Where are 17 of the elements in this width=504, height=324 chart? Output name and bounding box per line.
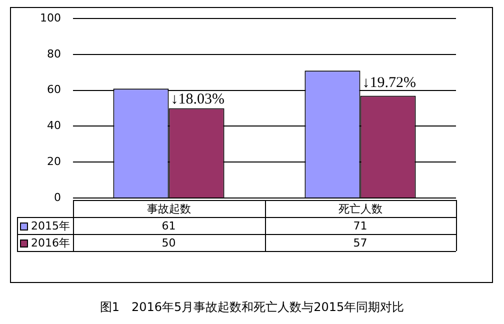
text: 图1 2016年5月事故起数和死亡人数与2015年同期对比 [100, 300, 404, 314]
data-label: 71 [353, 219, 368, 232]
x-tick-label: 死亡人数 [338, 202, 382, 216]
y-tick-label: 60 [47, 83, 61, 96]
annotation: ↓18.03% [170, 91, 224, 108]
legend-label: 2015年 [31, 219, 70, 232]
x-tick-label: 事故起数 [146, 202, 191, 216]
legend-label: 2016年 [31, 236, 70, 250]
data-label: 61 [162, 219, 176, 232]
y-tick-label: 40 [47, 119, 61, 132]
data-label: 50 [162, 236, 176, 250]
y-tick-label: 0 [54, 190, 61, 204]
annotation: ↓19.72% [362, 75, 416, 92]
y-tick-label: 80 [47, 47, 61, 60]
y-tick-label: 100 [40, 11, 61, 24]
data-label: 57 [353, 236, 368, 250]
y-tick-label: 20 [47, 154, 61, 168]
